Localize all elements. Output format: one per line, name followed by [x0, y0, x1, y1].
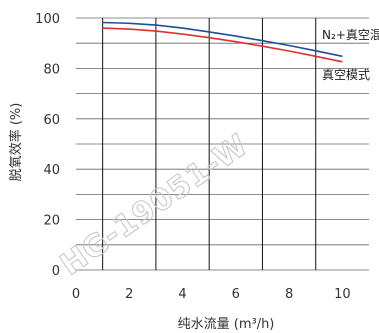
watermark-text: HG-19051-W: [54, 128, 255, 283]
x-tick-labels: 0 2 4 6 8 10: [72, 287, 351, 302]
y-tick-label: 40: [43, 163, 60, 178]
y-tick-label: 20: [43, 214, 60, 229]
x-tick-label: 6: [232, 287, 240, 302]
x-tick-label: 2: [125, 287, 133, 302]
x-tick-label: 10: [334, 287, 351, 302]
grid-lines: [76, 17, 369, 271]
series-line-1: [102, 21, 343, 58]
series-lines: [102, 21, 343, 63]
legend-label-1: N₂+真空混: [322, 28, 379, 42]
y-tick-labels: 0 20 40 60 80 100: [35, 12, 60, 279]
x-tick-label: 0: [72, 287, 80, 302]
legend-label-2: 真空模式: [322, 68, 370, 82]
y-axis-label: 脱氧效率 (%): [8, 103, 24, 182]
x-tick-label: 8: [285, 287, 293, 302]
y-tick-label: 60: [43, 113, 60, 128]
x-tick-label: 4: [178, 287, 186, 302]
series-line-2: [102, 27, 343, 63]
x-axis-label: 纯水流量 (m³/h): [178, 317, 275, 332]
y-tick-label: 80: [43, 62, 60, 77]
y-tick-label: 0: [52, 264, 60, 279]
y-tick-label: 100: [35, 12, 60, 27]
